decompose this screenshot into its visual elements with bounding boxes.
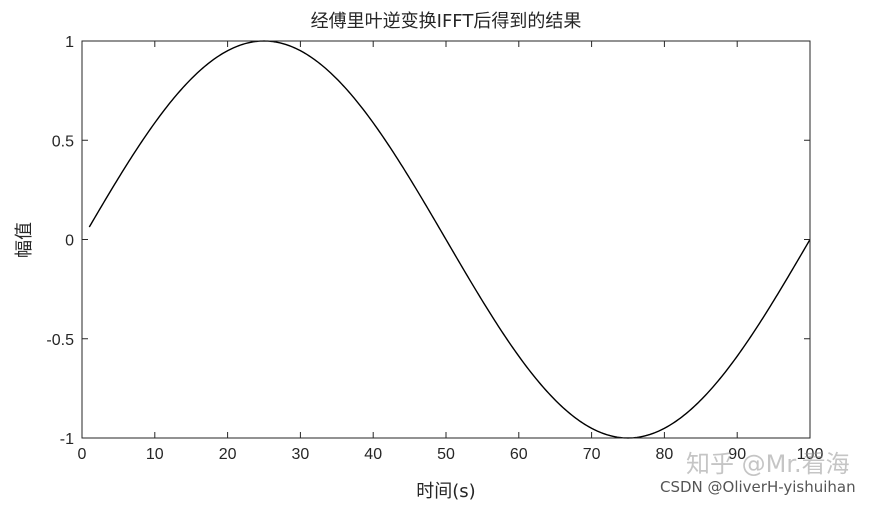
x-tick-label: 30 — [292, 446, 310, 463]
y-axis-ticks: 1 0.5 0 -0.5 -1 — [46, 34, 810, 448]
x-axis-ticks: 0 10 20 30 40 50 60 70 80 90 100 — [78, 41, 824, 463]
x-tick-label: 0 — [78, 446, 87, 463]
x-tick-label: 100 — [797, 446, 824, 463]
x-tick-label: 60 — [510, 446, 528, 463]
x-tick-label: 40 — [364, 446, 382, 463]
x-tick-label: 10 — [146, 446, 164, 463]
y-tick-label: 0.5 — [52, 133, 74, 150]
plot-frame — [81, 40, 811, 439]
x-tick-label: 50 — [437, 446, 455, 463]
y-axis-label: 幅值 — [14, 222, 35, 258]
y-tick-label: 0 — [65, 233, 74, 250]
zhihu-watermark: 知乎 @Mr.看海 — [686, 450, 850, 478]
csdn-watermark: CSDN @OliverH-yishuihan — [660, 478, 856, 496]
series-line — [88, 40, 811, 439]
y-tick-label: -1 — [60, 431, 74, 448]
x-axis-label: 时间(s) — [416, 481, 475, 502]
y-tick-label: -0.5 — [46, 332, 74, 349]
x-tick-label: 70 — [583, 446, 601, 463]
y-tick-label: 1 — [65, 34, 74, 51]
x-tick-label: 90 — [728, 446, 746, 463]
chart-title: 经傅里叶逆变换IFFT后得到的结果 — [311, 11, 582, 32]
x-tick-label: 80 — [656, 446, 674, 463]
x-tick-label: 20 — [219, 446, 237, 463]
